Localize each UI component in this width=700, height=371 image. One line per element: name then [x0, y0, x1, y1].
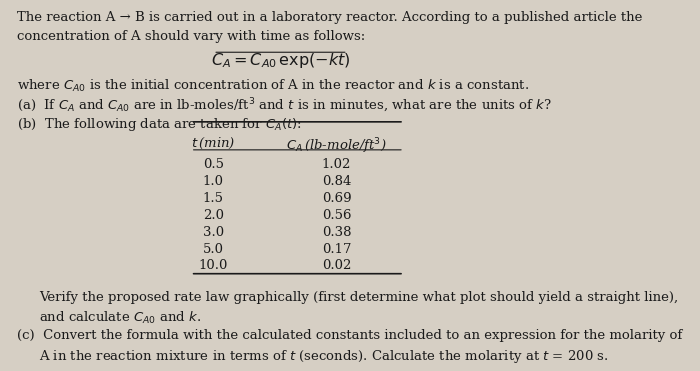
Text: 0.84: 0.84	[322, 175, 351, 188]
Text: 1.02: 1.02	[322, 158, 351, 171]
Text: $C_A\,$(lb-mole/ft$^3$): $C_A\,$(lb-mole/ft$^3$)	[286, 136, 387, 156]
Text: Verify the proposed rate law graphically (first determine what plot should yield: Verify the proposed rate law graphically…	[39, 290, 678, 303]
Text: 0.69: 0.69	[322, 192, 351, 205]
Text: $C_A = C_{A0}\,\exp(-kt)$: $C_A = C_{A0}\,\exp(-kt)$	[211, 51, 350, 70]
Text: concentration of A should vary with time as follows:: concentration of A should vary with time…	[17, 30, 365, 43]
Text: $t\,$(min): $t\,$(min)	[191, 136, 235, 151]
Text: 0.38: 0.38	[322, 226, 351, 239]
Text: 0.02: 0.02	[322, 259, 351, 272]
Text: (c)  Convert the formula with the calculated constants included to an expression: (c) Convert the formula with the calcula…	[17, 329, 682, 342]
Text: A in the reaction mixture in terms of $t$ (seconds). Calculate the molarity at $: A in the reaction mixture in terms of $t…	[39, 348, 609, 365]
Text: 0.56: 0.56	[322, 209, 351, 222]
Text: 2.0: 2.0	[203, 209, 224, 222]
Text: 3.0: 3.0	[202, 226, 224, 239]
Text: 10.0: 10.0	[199, 259, 228, 272]
Text: where $C_{A0}$ is the initial concentration of A in the reactor and $k$ is a con: where $C_{A0}$ is the initial concentrat…	[17, 78, 529, 94]
Text: 0.17: 0.17	[322, 243, 351, 256]
Text: and calculate $C_{A0}$ and $k$.: and calculate $C_{A0}$ and $k$.	[39, 310, 202, 326]
Text: 1.5: 1.5	[203, 192, 224, 205]
Text: 1.0: 1.0	[203, 175, 224, 188]
Text: 5.0: 5.0	[203, 243, 224, 256]
Text: The reaction A → B is carried out in a laboratory reactor. According to a publis: The reaction A → B is carried out in a l…	[17, 11, 642, 24]
Text: 0.5: 0.5	[203, 158, 224, 171]
Text: (a)  If $C_A$ and $C_{A0}$ are in lb-moles/ft$^3$ and $t$ is in minutes, what ar: (a) If $C_A$ and $C_{A0}$ are in lb-mole…	[17, 97, 552, 115]
Text: (b)  The following data are taken for $C_A(t)$:: (b) The following data are taken for $C_…	[17, 116, 302, 133]
